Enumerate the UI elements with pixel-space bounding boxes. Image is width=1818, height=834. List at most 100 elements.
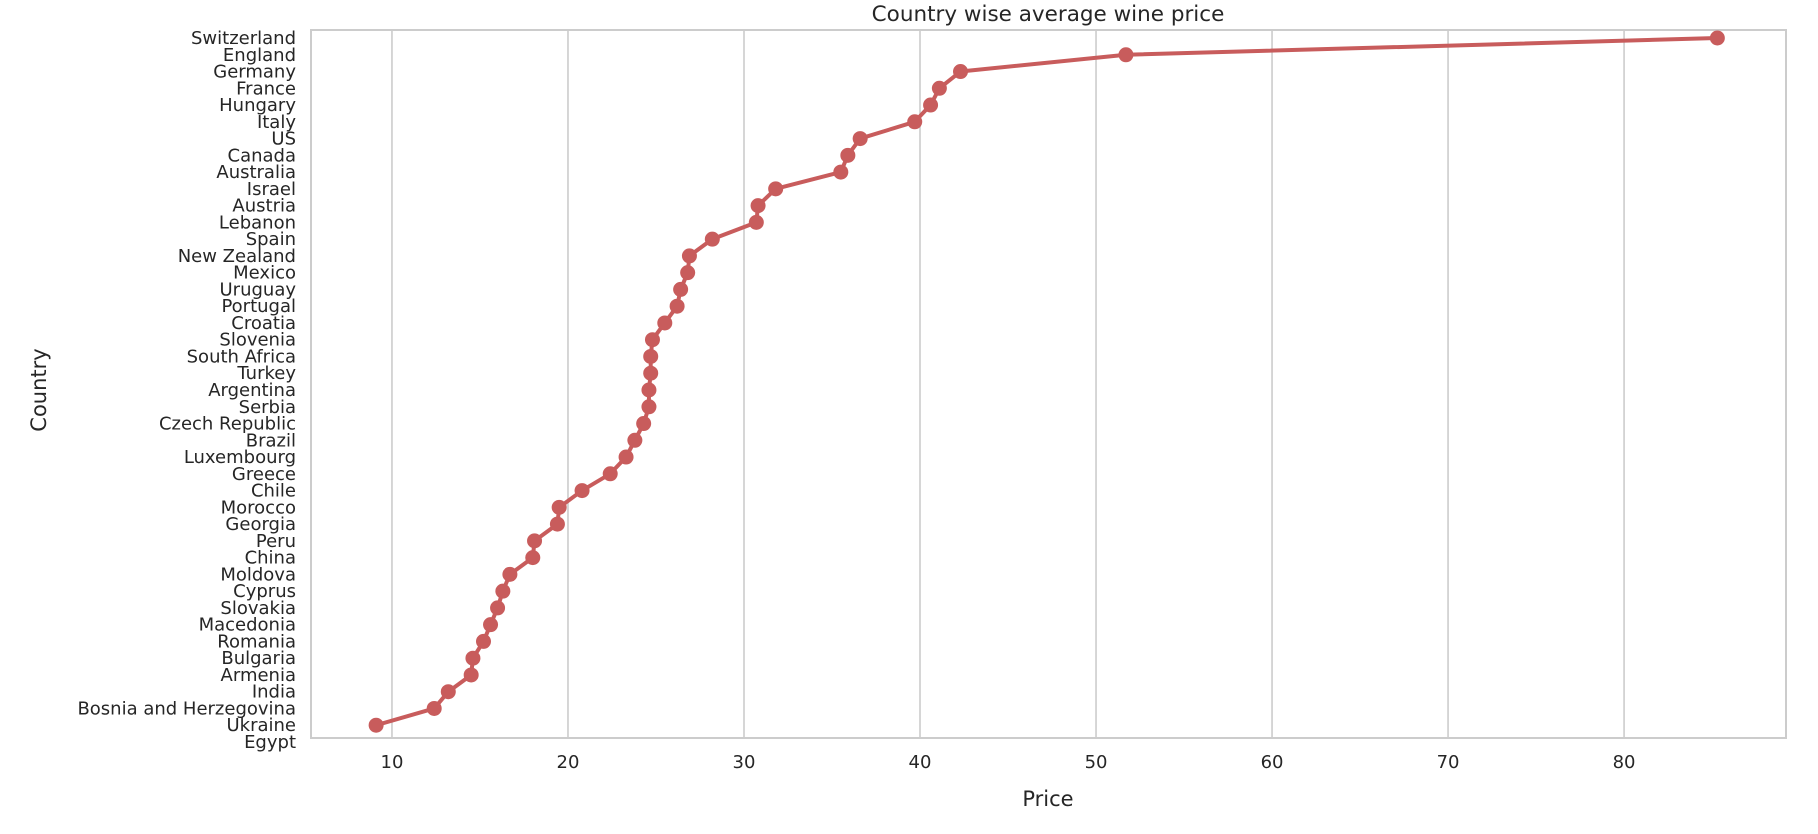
y-axis-ticks: SwitzerlandEnglandGermanyFranceHungaryIt… — [77, 28, 296, 753]
data-point — [680, 265, 696, 281]
chart-title: Country wise average wine price — [872, 2, 1225, 27]
data-point — [551, 499, 567, 515]
data-point — [952, 64, 968, 80]
data-point — [368, 717, 384, 733]
y-tick-label: Peru — [256, 531, 296, 552]
data-point — [641, 399, 657, 415]
y-tick-label: China — [245, 548, 296, 569]
y-tick-label: Brazil — [246, 430, 296, 451]
data-point — [1118, 47, 1134, 63]
series-price — [368, 30, 1725, 733]
data-point — [1709, 30, 1725, 46]
y-tick-label: Bosnia and Herzegovina — [77, 698, 296, 719]
plot-frame — [310, 29, 1787, 739]
data-point — [748, 214, 764, 230]
data-point — [627, 432, 643, 448]
data-point — [549, 516, 565, 532]
y-tick-label: Romania — [217, 631, 296, 652]
y-tick-label: South Africa — [187, 346, 296, 367]
data-point — [475, 633, 491, 649]
data-point — [643, 365, 659, 381]
y-tick-label: Argentina — [208, 380, 296, 401]
data-point — [657, 315, 673, 331]
x-tick-label: 20 — [557, 752, 580, 773]
x-tick-label: 10 — [381, 752, 404, 773]
data-point — [440, 684, 456, 700]
y-tick-label: Italy — [257, 112, 296, 133]
data-point — [673, 281, 689, 297]
x-tick-label: 60 — [1261, 752, 1284, 773]
data-point — [495, 583, 511, 599]
data-point — [527, 533, 543, 549]
y-tick-label: Chile — [251, 481, 296, 502]
data-point — [465, 650, 481, 666]
grid-lines — [391, 30, 1625, 738]
y-tick-label: Luxembourg — [184, 447, 296, 468]
y-axis-title: Country — [27, 348, 51, 431]
y-tick-label: Moldova — [220, 564, 296, 585]
data-point — [907, 114, 923, 130]
x-axis-ticks: 10 20 30 40 50 60 70 80 — [381, 752, 1636, 773]
x-tick-label: 50 — [1085, 752, 1108, 773]
y-tick-label: Australia — [216, 162, 296, 183]
y-tick-label: Serbia — [239, 397, 296, 418]
data-point — [704, 231, 720, 247]
data-point — [643, 348, 659, 364]
data-point — [923, 97, 939, 113]
y-tick-label: Georgia — [225, 514, 296, 535]
data-point — [644, 332, 660, 348]
series-line — [374, 36, 1720, 728]
y-tick-label: Uruguay — [220, 279, 297, 300]
y-tick-label: Slovenia — [219, 330, 296, 351]
y-tick-label: Israel — [247, 179, 296, 200]
y-tick-label: New Zealand — [178, 246, 296, 267]
y-tick-label: Spain — [246, 229, 296, 250]
data-point — [636, 416, 652, 432]
data-point — [768, 181, 784, 197]
x-tick-label: 40 — [909, 752, 932, 773]
data-point — [833, 164, 849, 180]
y-tick-label: Austria — [232, 196, 296, 217]
data-point — [681, 248, 697, 264]
data-point — [669, 298, 685, 314]
data-point — [840, 147, 856, 163]
y-tick-label: Armenia — [221, 665, 296, 686]
y-tick-label: Germany — [213, 62, 296, 83]
y-tick-label: France — [236, 78, 296, 99]
y-tick-label: Turkey — [236, 363, 296, 384]
y-tick-label: Canada — [228, 145, 297, 166]
y-tick-label: Cyprus — [233, 581, 296, 602]
data-point — [641, 382, 657, 398]
data-point — [852, 131, 868, 147]
x-tick-label: 70 — [1437, 752, 1460, 773]
y-tick-label: US — [271, 129, 296, 150]
x-tick-label: 30 — [733, 752, 756, 773]
y-tick-label: Slovakia — [220, 598, 296, 619]
x-tick-label: 80 — [1613, 752, 1636, 773]
y-tick-label: Czech Republic — [159, 414, 296, 435]
y-tick-label: Mexico — [233, 263, 296, 284]
y-tick-label: Croatia — [231, 313, 296, 334]
data-point — [463, 667, 479, 683]
data-point — [602, 466, 618, 482]
data-point — [750, 198, 766, 214]
y-tick-label: Egypt — [244, 732, 296, 753]
data-point — [483, 617, 499, 633]
data-point — [426, 700, 442, 716]
data-point — [525, 550, 541, 566]
data-point — [502, 566, 518, 582]
y-tick-label: Lebanon — [219, 212, 296, 233]
y-tick-label: Greece — [232, 464, 296, 485]
y-tick-label: Macedonia — [199, 615, 296, 636]
data-point — [490, 600, 506, 616]
y-tick-label: Portugal — [221, 296, 296, 317]
y-tick-label: Morocco — [221, 497, 296, 518]
x-axis-title: Price — [1022, 787, 1073, 811]
y-tick-label: Switzerland — [191, 28, 296, 49]
y-tick-label: India — [252, 682, 296, 703]
y-tick-label: Bulgaria — [221, 648, 296, 669]
data-point — [618, 449, 634, 465]
y-tick-label: Hungary — [219, 95, 296, 116]
